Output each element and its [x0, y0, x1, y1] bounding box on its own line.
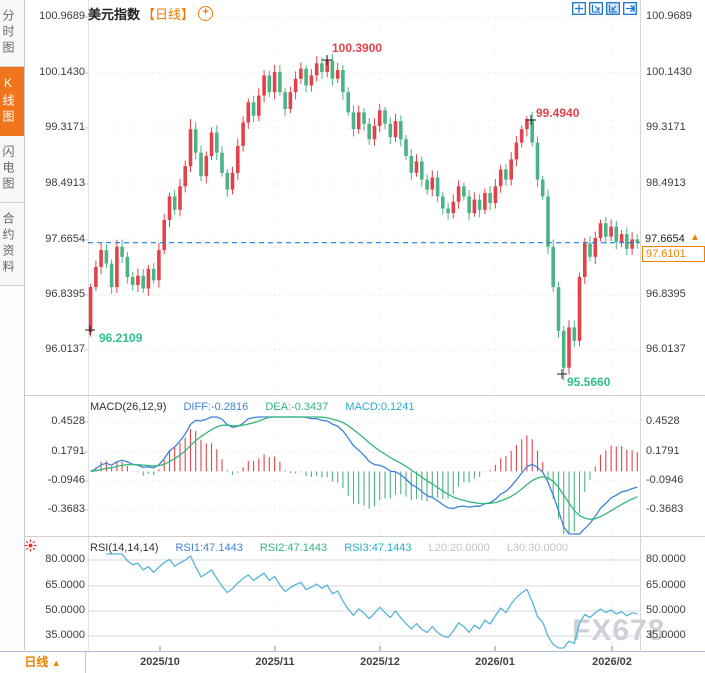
- rsi-axis-label-left: 65.0000: [45, 579, 85, 591]
- price-axis-label-left: 98.4913: [45, 177, 85, 189]
- plot-left-border: [88, 0, 89, 650]
- macd-diff-value: DIFF:-0.2816: [183, 401, 249, 413]
- sidebar-tab-kline-chart[interactable]: K线图: [0, 67, 24, 136]
- annotation-low-95566: 95.5660: [567, 375, 611, 389]
- price-axis-label-right: 98.4913: [646, 177, 686, 189]
- price-axis-label-left: 99.3171: [45, 121, 85, 133]
- rsi-axis-label-right: 65.0000: [646, 579, 686, 591]
- x-axis-label: 2025/10: [140, 656, 180, 668]
- manual-scale-icon[interactable]: [606, 2, 620, 15]
- sidebar: 分时图 K线图 闪电图 合约资料: [0, 0, 25, 650]
- rsi-axis-label-right: 35.0000: [646, 629, 686, 641]
- scroll-to-latest-icon[interactable]: ▲: [690, 232, 700, 243]
- x-axis-label: 2026/02: [592, 656, 632, 668]
- x-axis-label: 2025/12: [360, 656, 400, 668]
- period-tag: 【日线】: [142, 7, 195, 22]
- macd-axis-label-left: 0.4528: [51, 415, 85, 427]
- price-axis-label-left: 96.0137: [45, 343, 85, 355]
- macd-axis-label-left: -0.3683: [47, 503, 85, 515]
- x-axis-label: 2025/11: [255, 656, 295, 668]
- macd-axis-label-left: -0.0946: [47, 474, 85, 486]
- rsi-axis-label-left: 80.0000: [45, 553, 85, 565]
- macd-axis-label-right: 0.1791: [646, 445, 680, 457]
- price-axis-label-right: 99.3171: [646, 121, 686, 133]
- rsi-l20-value: L20:20.0000: [428, 542, 490, 554]
- indicator-settings-icon[interactable]: [24, 539, 37, 552]
- price-axis-label-left: 100.1430: [39, 66, 85, 78]
- rsi-axis-label-right: 80.0000: [646, 553, 686, 565]
- macd-header: MACD(26,12,9) DIFF:-0.2816 DEA:-0.3437 M…: [90, 401, 429, 413]
- price-axis-label-left: 96.8395: [45, 288, 85, 300]
- macd-rsi-separator: [25, 536, 705, 537]
- macd-hist-value: MACD:0.1241: [345, 401, 415, 413]
- bottom-bar: 日线 ▲ 2025/10 2025/11 2025/12 2026/01 2026/02: [0, 651, 705, 673]
- rsi-l30-value: L30:30.0000: [506, 542, 568, 554]
- rsi-axis-label-right: 50.0000: [646, 604, 686, 616]
- macd-axis-label-right: -0.3683: [646, 503, 684, 515]
- rsi1-value: RSI1:47.1443: [175, 542, 243, 554]
- price-axis-label-right: 100.9689: [646, 10, 692, 22]
- price-axis-label-right: 96.0137: [646, 343, 686, 355]
- rsi-header: RSI(14,14,14) RSI1:47.1443 RSI2:47.1443 …: [90, 542, 582, 554]
- price-axis-label-left: 97.6654: [45, 233, 85, 245]
- annotation-high-10039: 100.3900: [332, 41, 383, 55]
- macd-axis-label-left: 0.1791: [51, 445, 85, 457]
- macd-axis-label-right: 0.4528: [646, 415, 680, 427]
- rsi2-value: RSI2:47.1443: [259, 542, 328, 554]
- annotation-low-96210: 96.2109: [99, 331, 143, 345]
- plot-right-border: [640, 0, 641, 650]
- chart-title-row: 美元指数 【日线】 +: [88, 4, 214, 23]
- price-axis-label-left: 100.9689: [39, 10, 85, 22]
- x-axis-label: 2026/01: [475, 656, 515, 668]
- rsi-axis-label-left: 35.0000: [45, 629, 85, 641]
- rsi3-value: RSI3:47.1443: [344, 542, 412, 554]
- annotation-high-99494: 99.4940: [536, 106, 580, 120]
- price-axis-label-right: 96.8395: [646, 288, 686, 300]
- current-price-box: 97.6101: [642, 246, 705, 262]
- crosshair-icon[interactable]: [572, 2, 586, 15]
- rsi-axis-label-left: 50.0000: [45, 604, 85, 616]
- sidebar-tab-lightning-chart[interactable]: 闪电图: [0, 136, 24, 203]
- period-selector[interactable]: 日线 ▲: [0, 652, 86, 673]
- chevron-up-icon: ▲: [51, 658, 61, 668]
- sidebar-tab-contract-info[interactable]: 合约资料: [0, 203, 24, 286]
- symbol-name: 美元指数: [88, 7, 141, 22]
- macd-name[interactable]: MACD(26,12,9): [90, 401, 167, 413]
- circle-plus-icon[interactable]: +: [198, 6, 214, 21]
- axis-current-price-label: 97.6654: [645, 233, 685, 245]
- fit-scale-icon[interactable]: [589, 2, 603, 15]
- rsi-name[interactable]: RSI(14,14,14): [90, 542, 159, 554]
- price-axis-label-right: 100.1430: [646, 66, 692, 78]
- macd-dea-value: DEA:-0.3437: [265, 401, 329, 413]
- price-macd-separator: [25, 395, 705, 396]
- shift-right-icon[interactable]: [623, 2, 637, 15]
- macd-axis-label-right: -0.0946: [646, 474, 684, 486]
- chart-toolbar: [572, 2, 637, 15]
- sidebar-tab-time-chart[interactable]: 分时图: [0, 0, 24, 67]
- period-label: 日线: [24, 655, 49, 669]
